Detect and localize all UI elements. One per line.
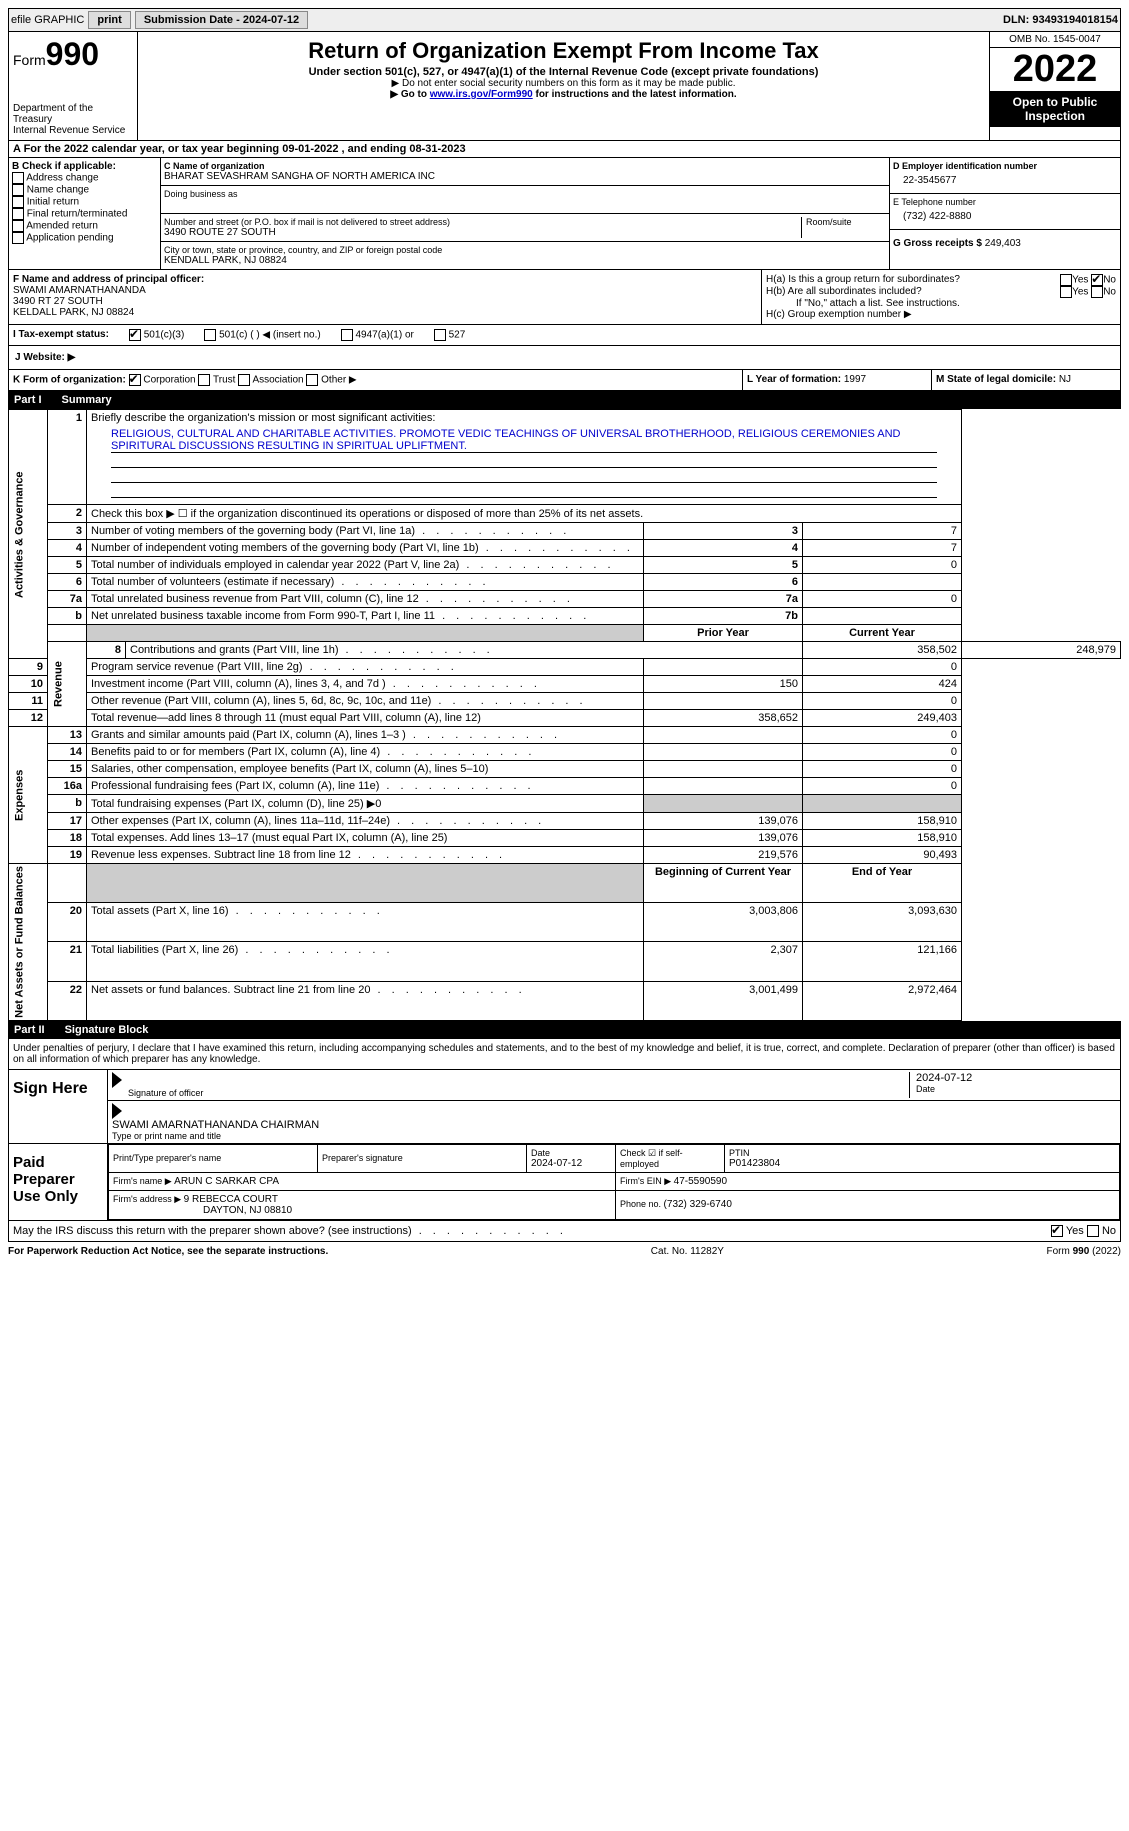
telephone: (732) 422-8880 bbox=[893, 207, 1117, 226]
preparer-block: Paid Preparer Use Only Print/Type prepar… bbox=[8, 1144, 1121, 1221]
declaration: Under penalties of perjury, I declare th… bbox=[8, 1039, 1121, 1070]
dln: DLN: 93493194018154 bbox=[1003, 14, 1118, 26]
part1-header: Part I Summary bbox=[8, 391, 1121, 409]
check-applicable: B Check if applicable: Address change Na… bbox=[9, 158, 161, 269]
527-check[interactable] bbox=[434, 329, 446, 341]
open-inspection: Open to Public Inspection bbox=[990, 91, 1120, 127]
hb-no[interactable] bbox=[1091, 286, 1103, 298]
efile-label: efile GRAPHIC bbox=[11, 14, 84, 26]
tax-year-line: A For the 2022 calendar year, or tax yea… bbox=[8, 141, 1121, 158]
sign-arrow-icon bbox=[112, 1072, 122, 1088]
exp-label: Expenses bbox=[9, 727, 48, 864]
gross-receipts: 249,403 bbox=[985, 238, 1021, 249]
form-title: Return of Organization Exempt From Incom… bbox=[142, 38, 985, 64]
501c3-check[interactable] bbox=[129, 329, 141, 341]
org-name: BHARAT SEVASHRAM SANGHA OF NORTH AMERICA… bbox=[164, 171, 886, 182]
org-form-row: K Form of organization: Corporation Trus… bbox=[8, 370, 1121, 391]
officer-name: SWAMI AMARNATHANANDA bbox=[13, 285, 757, 296]
link-note: ▶ Go to www.irs.gov/Form990 for instruct… bbox=[142, 89, 985, 100]
discuss-yes[interactable] bbox=[1051, 1225, 1063, 1237]
ha-no[interactable] bbox=[1091, 274, 1103, 286]
page-footer: For Paperwork Reduction Act Notice, see … bbox=[8, 1242, 1121, 1261]
sign-block: Sign Here Signature of officer 2024-07-1… bbox=[8, 1070, 1121, 1144]
top-toolbar: efile GRAPHIC print Submission Date - 20… bbox=[8, 8, 1121, 32]
firm-ein: 47-5590590 bbox=[674, 1176, 727, 1187]
mission-text: RELIGIOUS, CULTURAL AND CHARITABLE ACTIV… bbox=[111, 428, 937, 453]
app-pending-check[interactable] bbox=[12, 232, 24, 244]
summary-table: Activities & Governance 1 Briefly descri… bbox=[8, 409, 1121, 1021]
name-change-check[interactable] bbox=[12, 184, 24, 196]
sign-arrow-icon bbox=[112, 1103, 122, 1119]
officer-group-block: F Name and address of principal officer:… bbox=[8, 270, 1121, 325]
org-street: 3490 ROUTE 27 SOUTH bbox=[164, 227, 801, 238]
org-city: KENDALL PARK, NJ 08824 bbox=[164, 255, 886, 266]
501c-check[interactable] bbox=[204, 329, 216, 341]
net-label: Net Assets or Fund Balances bbox=[9, 864, 48, 1021]
ha-yes[interactable] bbox=[1060, 274, 1072, 286]
website-row: J Website: ▶ bbox=[8, 346, 1121, 370]
discuss-no[interactable] bbox=[1087, 1225, 1099, 1237]
irs-link[interactable]: www.irs.gov/Form990 bbox=[430, 89, 533, 100]
ein-block: D Employer identification number 22-3545… bbox=[889, 158, 1120, 269]
entity-block: B Check if applicable: Address change Na… bbox=[8, 158, 1121, 270]
part2-header: Part II Signature Block bbox=[8, 1021, 1121, 1039]
corp-check[interactable] bbox=[129, 374, 141, 386]
hb-yes[interactable] bbox=[1060, 286, 1072, 298]
form-subtitle: Under section 501(c), 527, or 4947(a)(1)… bbox=[142, 66, 985, 78]
ein: 22-3545677 bbox=[893, 171, 1117, 190]
form-header: Form990 Department of the Treasury Inter… bbox=[8, 32, 1121, 141]
initial-return-check[interactable] bbox=[12, 196, 24, 208]
4947-check[interactable] bbox=[341, 329, 353, 341]
other-check[interactable] bbox=[306, 374, 318, 386]
addr-change-check[interactable] bbox=[12, 172, 24, 184]
tax-status-row: I Tax-exempt status: 501(c)(3) 501(c) ( … bbox=[8, 325, 1121, 346]
amended-check[interactable] bbox=[12, 220, 24, 232]
year-formation: 1997 bbox=[844, 374, 866, 385]
trust-check[interactable] bbox=[198, 374, 210, 386]
print-button[interactable]: print bbox=[88, 11, 130, 29]
ag-label: Activities & Governance bbox=[9, 410, 48, 659]
ssn-note: ▶ Do not enter social security numbers o… bbox=[142, 78, 985, 89]
assoc-check[interactable] bbox=[238, 374, 250, 386]
tax-year: 2022 bbox=[990, 48, 1120, 91]
final-return-check[interactable] bbox=[12, 208, 24, 220]
form-number: Form990 bbox=[13, 36, 133, 73]
firm-name: ARUN C SARKAR CPA bbox=[174, 1176, 279, 1187]
rev-label: Revenue bbox=[48, 642, 87, 727]
dept-label: Department of the Treasury bbox=[13, 103, 133, 125]
submission-date: Submission Date - 2024-07-12 bbox=[135, 11, 308, 29]
state-domicile: NJ bbox=[1059, 374, 1071, 385]
ptin: P01423804 bbox=[729, 1158, 1115, 1169]
officer-signed-name: SWAMI AMARNATHANANDA CHAIRMAN bbox=[112, 1119, 1116, 1131]
irs-label: Internal Revenue Service bbox=[13, 125, 133, 136]
firm-phone: (732) 329-6740 bbox=[664, 1199, 732, 1210]
omb-number: OMB No. 1545-0047 bbox=[990, 32, 1120, 48]
discuss-row: May the IRS discuss this return with the… bbox=[8, 1221, 1121, 1242]
org-info: C Name of organization BHARAT SEVASHRAM … bbox=[161, 158, 889, 269]
